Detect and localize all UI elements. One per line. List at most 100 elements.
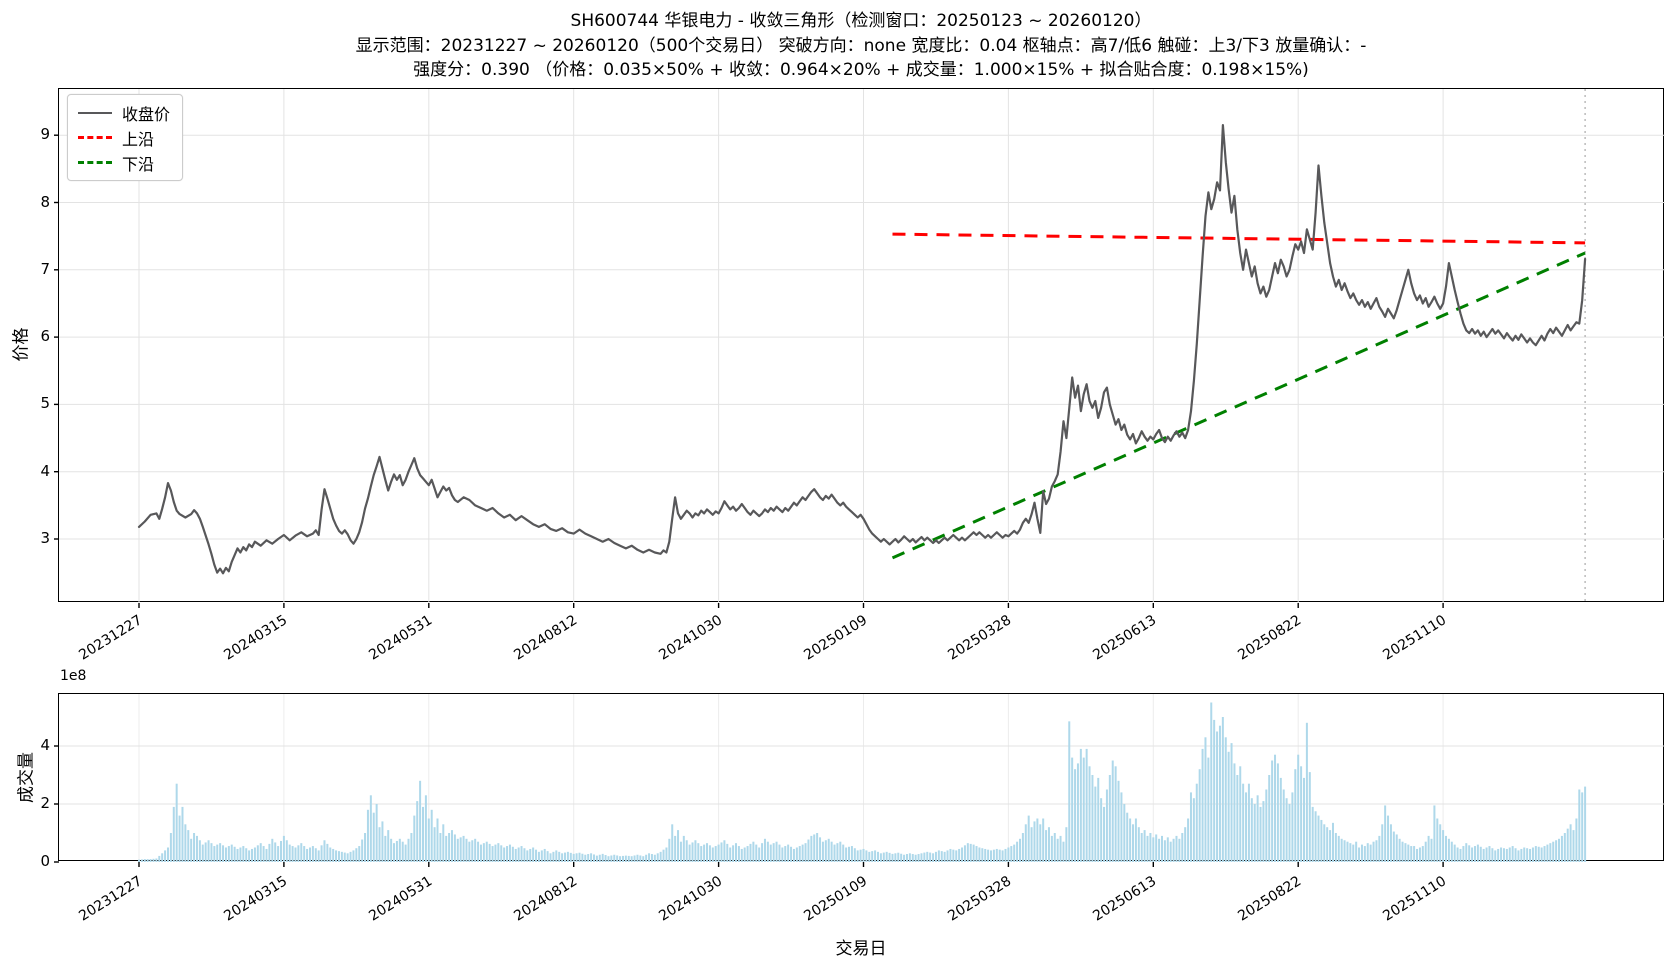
volume-bar — [1268, 775, 1271, 862]
volume-bar — [184, 824, 187, 862]
volume-bar — [146, 859, 149, 862]
volume-bar — [1549, 843, 1552, 862]
volume-bar — [1534, 846, 1537, 862]
volume-bar — [1100, 798, 1103, 862]
volume-bar — [1517, 850, 1520, 862]
volume-bar — [888, 852, 891, 862]
volume-bar — [790, 846, 793, 863]
volume-bar — [1239, 766, 1242, 862]
volume-bar — [671, 824, 674, 862]
volume-bar — [453, 834, 456, 862]
volume-bar — [1213, 719, 1216, 862]
volume-bar — [297, 845, 300, 862]
volume-bar — [1476, 844, 1479, 862]
volume-bar — [659, 851, 662, 862]
volume-bar — [578, 852, 581, 862]
volume-bar — [291, 846, 294, 862]
volume-bar — [1117, 780, 1120, 862]
volume-bar — [198, 840, 201, 862]
volume-bar — [195, 835, 198, 862]
volume-bar — [161, 853, 164, 862]
volume-bar — [839, 841, 842, 862]
volume-bar — [697, 843, 700, 862]
volume-bar — [282, 835, 285, 862]
volume-bar — [1189, 792, 1192, 862]
price-y-tick-label: 5 — [40, 394, 50, 413]
volume-bar — [268, 843, 271, 863]
volume-bar — [204, 842, 207, 863]
volume-bar — [1320, 819, 1323, 862]
volume-bar — [355, 848, 358, 862]
volume-bar — [1291, 792, 1294, 862]
volume-bar — [465, 838, 468, 862]
volume-bar — [1192, 798, 1195, 862]
volume-bar — [366, 809, 369, 862]
volume-bar — [178, 815, 181, 862]
volume-bar — [766, 841, 769, 862]
volume-bar — [1218, 725, 1221, 862]
volume-bar — [810, 835, 813, 862]
volume-bar — [897, 852, 900, 862]
volume-bar — [587, 854, 590, 863]
volume-bar — [816, 833, 819, 862]
volume-bar — [1111, 760, 1114, 862]
volume-bar — [1555, 840, 1558, 862]
volume-bar — [903, 854, 906, 862]
volume-bar — [1262, 801, 1265, 862]
volume-bar — [491, 846, 494, 862]
volume-bar — [1265, 789, 1268, 862]
volume-bar — [419, 780, 422, 862]
volume-bar — [700, 846, 703, 862]
price-y-tick-label: 4 — [40, 461, 50, 480]
volume-bar — [277, 846, 280, 862]
volume-bar — [1456, 847, 1459, 862]
volume-bar — [546, 851, 549, 863]
volume-bar — [1445, 835, 1447, 862]
volume-bar — [1271, 760, 1274, 862]
volume-bar — [1143, 830, 1146, 862]
volume-bar — [514, 848, 517, 862]
volume-bar — [508, 844, 511, 862]
volume-bar — [1381, 824, 1384, 862]
volume-bar — [1053, 833, 1056, 862]
volume-bar — [1160, 835, 1163, 862]
volume-bar — [734, 843, 737, 862]
volume-bar — [306, 848, 309, 862]
volume-bar — [190, 838, 193, 862]
volume-bar — [992, 849, 995, 863]
volume-bar — [256, 845, 259, 862]
volume-bar — [210, 843, 213, 862]
volume-bar — [1395, 834, 1398, 862]
volume-bar — [882, 852, 885, 862]
volume-bar — [1132, 824, 1135, 862]
volume-bar — [1317, 815, 1320, 862]
volume-bar — [193, 833, 196, 862]
volume-bar — [1146, 835, 1149, 862]
volume-bar — [627, 855, 630, 862]
volume-bar — [792, 848, 795, 862]
volume-bar — [1120, 792, 1123, 862]
volume-bar — [1410, 846, 1413, 862]
volume-bar — [682, 835, 685, 862]
chart-title-block: SH600744 华银电力 - 收敛三角形（检测窗口：20250123 ~ 20… — [58, 8, 1664, 82]
volume-bar — [1485, 847, 1488, 862]
volume-y-tick-label: 4 — [40, 736, 50, 754]
volume-bar — [448, 833, 451, 862]
legend-item-lower: 下沿 — [78, 150, 170, 175]
volume-bar — [723, 840, 726, 862]
volume-bar — [1274, 754, 1277, 862]
volume-bar — [1459, 848, 1462, 862]
volume-bar — [535, 849, 538, 862]
volume-bar — [813, 834, 816, 862]
volume-bar — [807, 839, 810, 863]
volume-bar — [1036, 818, 1039, 862]
volume-bar — [1033, 821, 1036, 862]
legend-label: 收盘价 — [122, 104, 171, 124]
volume-bar — [323, 840, 326, 862]
volume-bar — [384, 835, 387, 862]
volume-bar — [1016, 841, 1019, 862]
price-x-tick-label: 20231227 — [76, 612, 146, 664]
legend[interactable]: 收盘价 上沿 下沿 — [67, 94, 184, 181]
volume-bar — [572, 853, 575, 862]
volume-bar — [445, 835, 448, 862]
